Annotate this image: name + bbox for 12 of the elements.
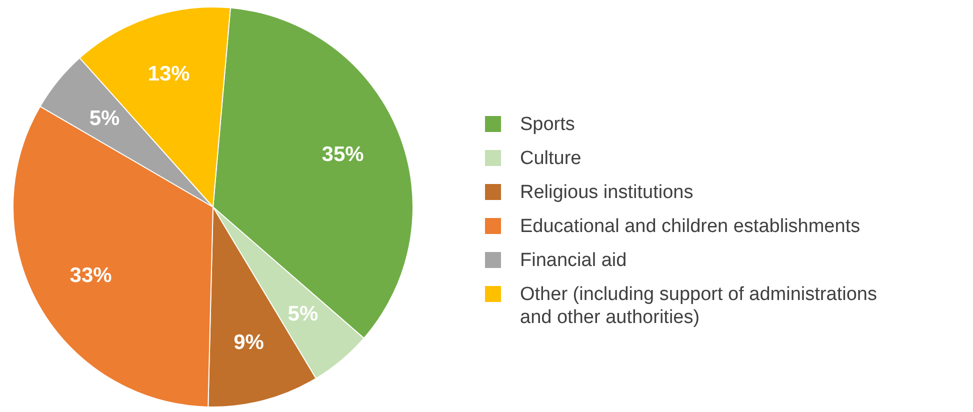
data-label: 35% bbox=[322, 143, 364, 166]
legend-label: Culture bbox=[520, 148, 582, 168]
legend-label: Educational and children establishments bbox=[520, 216, 860, 236]
data-label: 5% bbox=[288, 302, 318, 326]
data-label: 9% bbox=[234, 330, 264, 354]
data-label: 13% bbox=[148, 62, 190, 86]
legend-label: Sports bbox=[520, 114, 575, 134]
data-label: 33% bbox=[70, 264, 112, 287]
data-label: 5% bbox=[89, 107, 120, 130]
legend-label: Other (including support of administrations and other authorities) bbox=[520, 284, 877, 328]
legend-label: Religious institutions bbox=[520, 182, 694, 202]
legend-label: Financial aid bbox=[520, 250, 627, 270]
